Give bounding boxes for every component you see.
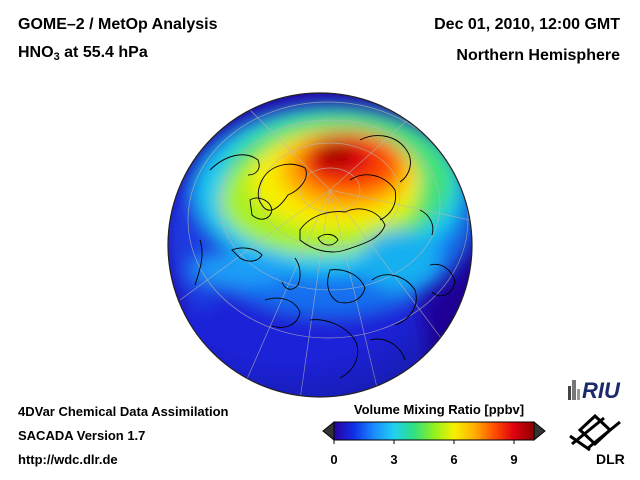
region-label: Northern Hemisphere	[456, 47, 620, 64]
globe-map	[167, 92, 473, 398]
dlr-logo-text: DLR	[596, 451, 625, 467]
footer-url: http://wdc.dlr.de	[18, 452, 118, 467]
species-subscript: 3	[53, 51, 60, 63]
colorbar-over-arrow	[533, 420, 546, 442]
colorbar-label: Volume Mixing Ratio [ppbv]	[353, 402, 525, 417]
colorbar-tick: 9	[510, 452, 518, 467]
analysis-date: Dec 01, 2010, 12:00 GMT	[434, 16, 620, 33]
species-name: HNO	[18, 44, 54, 61]
colorbar	[322, 420, 546, 444]
footer-version: SACADA Version 1.7	[18, 428, 146, 443]
colorbar-tick: 3	[390, 452, 398, 467]
riu-logo: RIU	[568, 378, 621, 403]
dlr-logo: DLR	[569, 414, 625, 467]
riu-logo-text: RIU	[582, 378, 621, 403]
colorbar-tick: 0	[330, 452, 338, 467]
map-title: GOME–2 / MetOp Analysis	[18, 16, 218, 33]
colorbar-gradient	[333, 421, 535, 441]
map-subtitle: HNO3 at 55.4 hPa	[18, 44, 148, 63]
footer-method: 4DVar Chemical Data Assimilation	[18, 404, 229, 419]
pressure-level: at 55.4 hPa	[64, 44, 148, 61]
colorbar-under-arrow	[322, 420, 335, 442]
colorbar-tick: 6	[450, 452, 458, 467]
